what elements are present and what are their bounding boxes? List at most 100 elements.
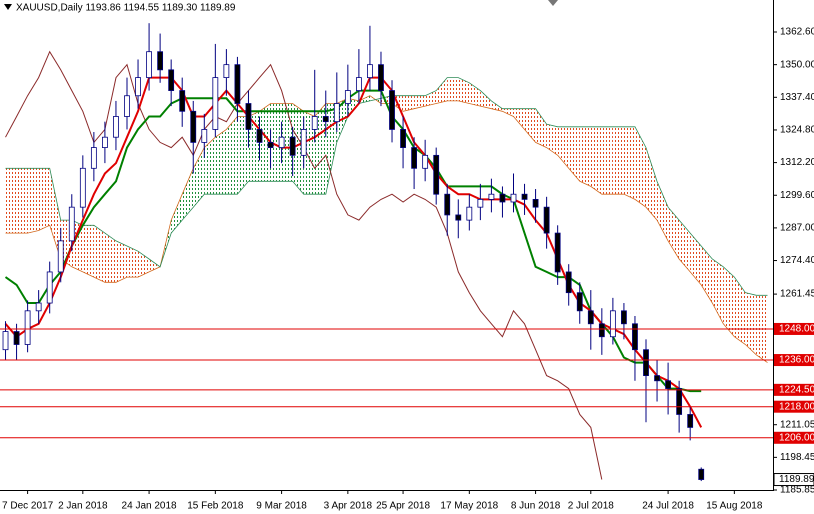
candle-body bbox=[422, 154, 429, 169]
level-label-box bbox=[774, 354, 814, 367]
candle-body bbox=[367, 64, 373, 79]
cloud-segment bbox=[690, 233, 702, 285]
candle-body bbox=[79, 167, 86, 208]
candle-body bbox=[212, 77, 219, 130]
candle-body bbox=[488, 193, 495, 200]
candle-body bbox=[35, 302, 42, 312]
cloud-segment bbox=[204, 137, 216, 195]
candle-body bbox=[190, 110, 197, 143]
cloud-segment bbox=[491, 100, 503, 112]
candle-body bbox=[543, 206, 550, 234]
cloud-segment bbox=[535, 108, 547, 148]
level-label: 1248.00 bbox=[779, 324, 814, 335]
candle-body bbox=[234, 64, 241, 104]
candle-body bbox=[179, 90, 186, 112]
y-tick-label: 1211.05 bbox=[780, 419, 814, 430]
x-tick-label: 3 Apr 2018 bbox=[324, 501, 373, 512]
cloud-segment bbox=[723, 266, 735, 337]
x-tick-label: 15 Feb 2018 bbox=[187, 501, 244, 512]
candle-body bbox=[300, 129, 307, 156]
candle-body bbox=[124, 95, 130, 117]
candle-body bbox=[598, 323, 605, 338]
cloud-segment bbox=[281, 103, 293, 182]
x-tick-label: 24 Jan 2018 bbox=[122, 501, 177, 512]
cloud-segment bbox=[126, 246, 139, 278]
x-tick-label: 9 Mar 2018 bbox=[256, 501, 307, 512]
level-label: 1206.00 bbox=[779, 432, 814, 443]
y-tick-label: 1185.85 bbox=[780, 485, 814, 496]
candle-body bbox=[444, 193, 451, 216]
cloud-segment bbox=[93, 225, 105, 283]
x-tick-label: 7 Dec 2017 bbox=[2, 501, 54, 512]
candle-body bbox=[201, 129, 208, 143]
candle-body bbox=[13, 331, 20, 345]
candle-body bbox=[2, 331, 9, 351]
candle-body bbox=[311, 116, 318, 130]
y-tick-label: 1299.60 bbox=[780, 190, 814, 201]
current-price-box bbox=[773, 473, 814, 487]
cloud-segment bbox=[16, 168, 28, 234]
candle-body bbox=[654, 375, 660, 382]
candle-body bbox=[344, 90, 351, 104]
candle-body bbox=[587, 310, 594, 325]
cloud-segment bbox=[601, 126, 613, 195]
cloud-segment bbox=[579, 126, 591, 187]
cloud-segment bbox=[5, 168, 17, 234]
candle-body bbox=[389, 90, 395, 130]
candle-body bbox=[245, 103, 252, 130]
tenkan-line bbox=[4, 76, 703, 428]
cloud-segment bbox=[679, 220, 691, 272]
candle-body bbox=[267, 141, 274, 148]
kijun-line bbox=[4, 89, 702, 393]
y-tick-label: 1274.40 bbox=[780, 255, 814, 266]
candle-body bbox=[68, 206, 75, 242]
cloud-segment bbox=[115, 240, 127, 283]
candle-body bbox=[322, 116, 329, 123]
cloud-segment bbox=[27, 168, 39, 234]
level-label-box bbox=[774, 322, 814, 335]
cloud-segment bbox=[414, 95, 426, 109]
candle-body bbox=[554, 232, 561, 273]
candle-body bbox=[146, 51, 152, 79]
candle-body bbox=[113, 116, 119, 138]
candle-body bbox=[565, 271, 572, 294]
cloud-segment bbox=[215, 129, 227, 195]
x-tick-label: 25 Apr 2018 bbox=[376, 501, 430, 512]
cloud-segment bbox=[325, 103, 337, 195]
candle-body bbox=[609, 310, 616, 338]
candle-body bbox=[687, 414, 694, 428]
candle-body bbox=[632, 323, 638, 351]
level-label-box bbox=[774, 400, 814, 413]
candle-body bbox=[411, 147, 418, 169]
cloud-segment bbox=[270, 103, 282, 182]
symbol-marker bbox=[4, 4, 12, 10]
cloud-segment bbox=[193, 147, 205, 208]
cloud-segment bbox=[38, 168, 50, 231]
candle-body bbox=[333, 103, 340, 123]
cloud-segment bbox=[623, 126, 635, 200]
candle-body bbox=[289, 136, 296, 156]
cloud-segment bbox=[612, 126, 624, 195]
cloud-segment bbox=[657, 181, 669, 241]
candle-body bbox=[676, 388, 683, 415]
cloud-segment bbox=[259, 103, 271, 182]
y-tick-label: 1287.00 bbox=[780, 223, 814, 234]
cloud-segment bbox=[513, 108, 525, 130]
level-label-box bbox=[774, 383, 814, 396]
cloud-segment bbox=[646, 147, 658, 221]
candle-body bbox=[665, 380, 671, 389]
y-tick-label: 1261.45 bbox=[780, 289, 814, 300]
cloud-segment bbox=[590, 126, 602, 195]
candle-body bbox=[466, 206, 473, 221]
cloud-segment bbox=[104, 233, 116, 283]
cloud-segment bbox=[171, 194, 183, 234]
cloud-segment bbox=[182, 168, 194, 221]
cloud-segment bbox=[138, 251, 150, 278]
cloud-segment bbox=[82, 225, 94, 278]
x-tick-label: 15 Aug 2018 bbox=[706, 501, 763, 512]
candle-body bbox=[433, 154, 440, 195]
candle-body bbox=[168, 69, 175, 91]
level-label: 1236.00 bbox=[779, 355, 814, 366]
cloud-segment bbox=[436, 77, 448, 104]
candle-body bbox=[698, 468, 705, 480]
